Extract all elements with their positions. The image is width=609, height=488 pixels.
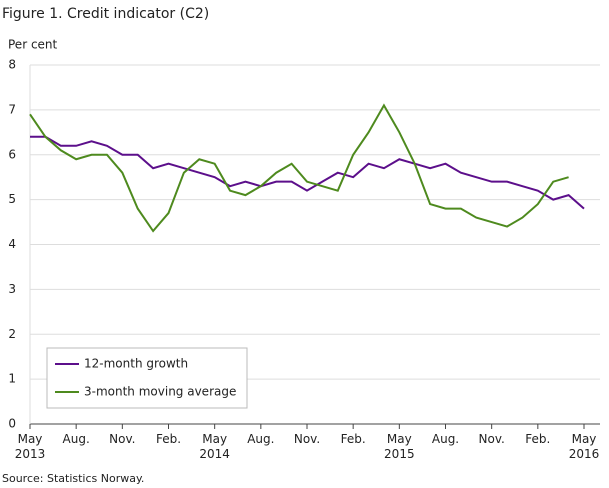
x-tick-label: Feb.: [525, 432, 551, 446]
y-tick-label: 8: [8, 58, 16, 72]
y-tick-label: 6: [8, 147, 16, 161]
x-tick-label: Nov.: [478, 432, 505, 446]
y-tick-label: 4: [8, 237, 16, 251]
x-tick-label: May 2016: [568, 432, 600, 461]
y-tick-label: 3: [8, 282, 16, 296]
x-tick-label: Feb.: [340, 432, 366, 446]
y-tick-label: 1: [8, 372, 16, 386]
x-tick-label: Nov.: [293, 432, 321, 446]
x-tick-label: May 2014: [199, 432, 230, 461]
legend-box: [46, 347, 248, 409]
x-tick-label: Aug.: [247, 432, 275, 446]
y-axis-label: Per cent: [8, 38, 58, 52]
source: Source: Statistics Norway.: [2, 472, 144, 485]
x-tick-label: Feb.: [155, 432, 182, 446]
x-tick-label: Aug.: [62, 432, 90, 446]
chart-title: Figure 1. Credit indicator (C2): [2, 6, 209, 22]
x-tick-label: Aug.: [431, 432, 460, 446]
series-line: [30, 135, 585, 210]
y-tick-label: 0: [8, 417, 16, 431]
y-tick-label: 5: [8, 192, 16, 206]
y-tick-label: 2: [8, 327, 16, 341]
y-tick-label: 7: [8, 102, 16, 116]
x-tick-label: May 2013: [14, 432, 46, 461]
x-tick-label: Nov.: [109, 432, 136, 446]
legend-label: 12-month growth: [84, 357, 188, 371]
x-tick-label: May 2015: [384, 432, 415, 461]
legend-label: 3-month moving average: [84, 385, 236, 399]
series-line: [29, 103, 569, 233]
